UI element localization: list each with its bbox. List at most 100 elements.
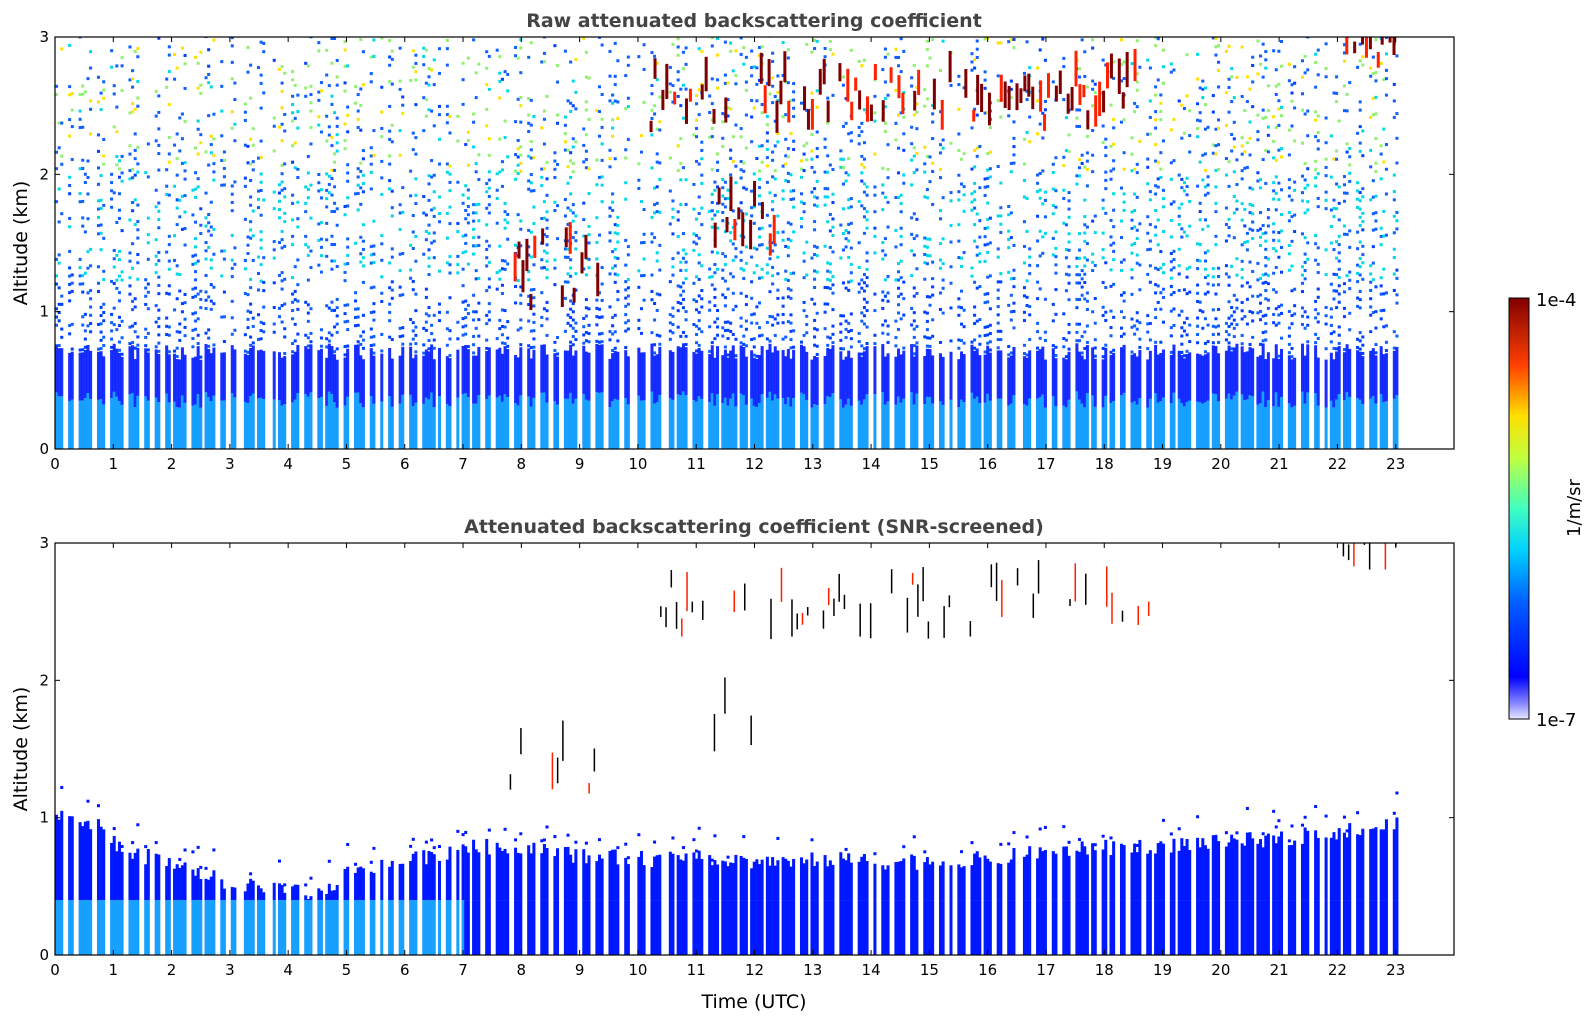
heat-cell — [230, 233, 234, 237]
heat-cell — [563, 255, 567, 259]
heat-cell — [196, 185, 200, 189]
heat-cell — [1119, 38, 1124, 42]
heat-cell — [613, 280, 617, 284]
heat-cell — [1261, 42, 1265, 46]
heat-cell — [204, 306, 208, 310]
heat-cell — [461, 234, 465, 238]
heat-cell — [173, 234, 177, 238]
heat-cell — [713, 271, 717, 275]
heat-cell — [915, 267, 919, 271]
heat-cell — [96, 265, 100, 269]
heat-cell — [325, 73, 329, 77]
heat-cell — [1232, 318, 1236, 322]
heat-cell — [1161, 397, 1165, 449]
heat-cell — [1337, 300, 1341, 304]
heat-cell — [799, 225, 803, 229]
heat-cell — [999, 41, 1003, 45]
heat-cell — [556, 204, 560, 208]
heat-cell — [330, 168, 334, 172]
heat-cell — [1392, 398, 1396, 449]
heat-cell — [1329, 282, 1333, 286]
heat-cell — [582, 325, 586, 329]
heat-cell — [571, 326, 575, 330]
heat-cell — [424, 48, 428, 52]
heat-cell — [1012, 309, 1016, 313]
heat-cell — [519, 244, 523, 248]
heat-cell — [1217, 167, 1221, 171]
heat-cell — [773, 119, 777, 123]
heat-cell — [233, 180, 237, 184]
heat-cell — [1188, 290, 1192, 294]
heat-cell — [280, 279, 284, 283]
heat-cell — [595, 158, 599, 162]
heat-cell — [1172, 266, 1176, 270]
heat-cell — [973, 346, 977, 350]
heat-cell — [503, 70, 507, 74]
heat-cell — [1067, 149, 1071, 153]
heat-cell — [176, 34, 179, 37]
heat-cell — [246, 235, 250, 239]
heat-cell — [1240, 95, 1244, 99]
heat-cell — [1043, 58, 1047, 62]
heat-cell — [388, 137, 392, 141]
heat-cell — [427, 399, 431, 449]
heat-cell — [133, 407, 137, 449]
heat-cell — [1261, 391, 1265, 449]
heat-cell — [681, 343, 685, 392]
heat-cell — [146, 307, 150, 311]
heat-cell — [495, 287, 499, 291]
heat-cell — [1361, 335, 1365, 339]
heat-cell — [1196, 401, 1200, 449]
heat-cell — [1279, 348, 1284, 398]
heat-cell — [697, 236, 701, 240]
heat-cell — [57, 286, 61, 290]
heat-cell — [448, 329, 452, 333]
heat-cell — [1227, 160, 1231, 164]
heat-cell — [962, 185, 966, 189]
heat-cell — [1012, 276, 1016, 280]
heat-cell — [708, 275, 712, 279]
heat-cell — [813, 47, 817, 51]
heat-cell — [1261, 108, 1265, 112]
heat-cell — [1038, 172, 1042, 176]
heat-cell — [786, 397, 790, 449]
heat-cell — [1038, 397, 1042, 449]
heat-cell — [369, 80, 373, 84]
heat-cell — [330, 394, 334, 449]
heat-cell — [1358, 108, 1362, 112]
heat-cell — [899, 259, 903, 263]
heat-cell — [1159, 93, 1163, 97]
heat-cell — [910, 183, 914, 187]
heat-cell — [346, 344, 350, 348]
heat-cell — [1392, 288, 1396, 292]
heat-cell — [333, 152, 337, 156]
heat-cell — [931, 318, 935, 322]
heat-cell — [883, 319, 887, 323]
heat-cell — [249, 179, 253, 183]
heat-cell — [330, 300, 334, 304]
heat-cell — [437, 47, 441, 51]
heat-cell — [1290, 289, 1294, 293]
heat-cell — [414, 325, 418, 329]
heat-cell — [1067, 191, 1071, 195]
heat-cell — [540, 184, 544, 188]
heat-cell — [131, 308, 135, 312]
heat-cell — [115, 220, 119, 224]
heat-cell — [1064, 359, 1068, 408]
heat-cell — [844, 327, 848, 331]
heat-cell — [327, 331, 331, 335]
heat-cell — [1214, 325, 1218, 329]
heat-cell — [256, 255, 261, 259]
heat-cell — [495, 221, 499, 225]
heat-cell — [1384, 324, 1388, 328]
heat-cell — [1198, 259, 1202, 263]
heat-cell — [89, 34, 92, 37]
heat-cell — [668, 350, 672, 399]
heat-cell — [401, 326, 405, 330]
heat-cell — [461, 267, 465, 271]
heat-cell — [1259, 342, 1263, 346]
heat-cell — [1266, 352, 1270, 401]
heat-cell — [519, 145, 523, 149]
heat-cell — [1279, 213, 1284, 217]
heat-cell — [249, 228, 253, 232]
